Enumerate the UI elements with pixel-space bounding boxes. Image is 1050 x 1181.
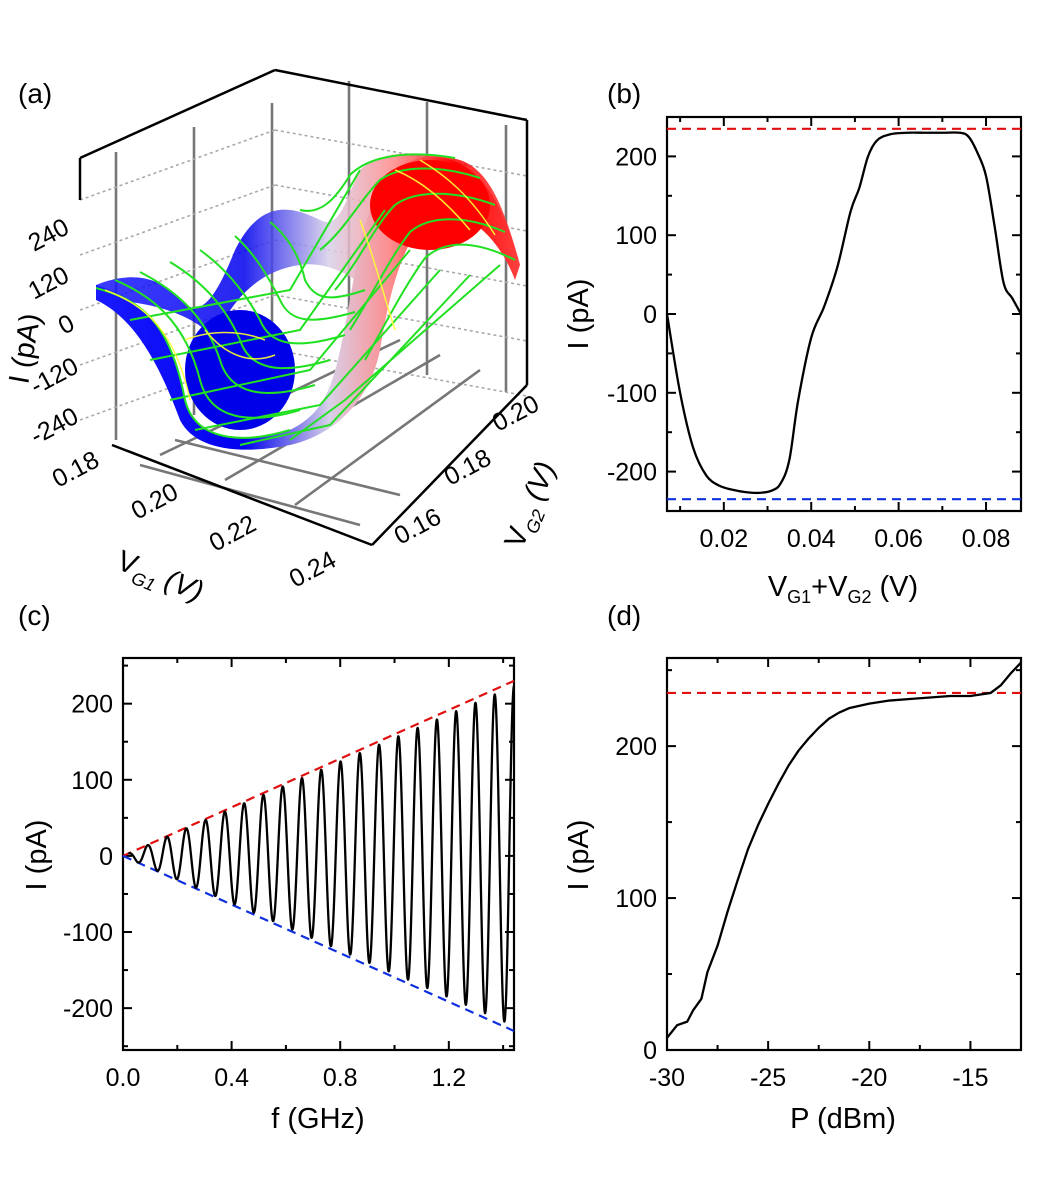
y-tick-label: 0.18 bbox=[440, 444, 496, 492]
panel-d-x-tick-label: -25 bbox=[750, 1064, 786, 1092]
panel-b-y-tick-label: 200 bbox=[615, 143, 657, 171]
z-tick-label: 120 bbox=[24, 261, 74, 305]
panel-d-plot: -30 -25 -20 -15 0 100 200 bbox=[615, 656, 1023, 1092]
panel-a: (a) bbox=[3, 68, 567, 613]
x-tick-label: 0.24 bbox=[285, 546, 341, 594]
y-axis-label: VG2(V) bbox=[499, 457, 567, 554]
y-tick-label: 0.20 bbox=[488, 390, 544, 438]
panel-d-x-tick-label: -20 bbox=[851, 1064, 887, 1092]
panel-c-x-tick-label: 0.8 bbox=[323, 1064, 358, 1092]
panel-c-y-tick-label: -100 bbox=[63, 919, 113, 947]
x-axis-label-unit: (V) bbox=[160, 564, 208, 608]
panel-d-y-axis-label: I (pA) bbox=[563, 820, 595, 891]
panel-b-y-tick-label: -200 bbox=[607, 459, 657, 487]
z-tick-label: -240 bbox=[26, 402, 83, 450]
panel-c-plot: 0.0 0.4 0.8 1.2 -200 -100 0 100 200 bbox=[63, 656, 516, 1092]
panel-d-x-axis-label: P (dBm) bbox=[790, 1103, 896, 1135]
panel-c-y-tick-label: 200 bbox=[71, 691, 113, 719]
surface bbox=[95, 153, 520, 450]
panel-c: (c) 0.0 0.4 0.8 1.2 -200 -100 0 100 200 I (pA) f… bbox=[18, 600, 516, 1135]
panel-c-reference-line-red bbox=[122, 679, 515, 857]
panel-c-plot-frame bbox=[121, 656, 516, 1052]
panel-d-y-tick-label: 100 bbox=[615, 885, 657, 913]
panel-c-reference-line-blue bbox=[122, 854, 515, 1032]
panel-b-x-tick-label: 0.08 bbox=[962, 525, 1011, 553]
panel-a-label: (a) bbox=[18, 78, 52, 109]
x-tick-label: 0.18 bbox=[48, 446, 104, 494]
panel-c-y-tick-label: 100 bbox=[71, 767, 113, 795]
z-tick-label: 240 bbox=[24, 213, 74, 257]
panel-b-y-axis-label: I (pA) bbox=[563, 279, 595, 350]
panel-d-x-tick-label: -15 bbox=[952, 1064, 988, 1092]
svg-text:VG2(V): VG2(V) bbox=[499, 457, 567, 554]
svg-text:VG1(V): VG1(V) bbox=[111, 545, 208, 613]
panel-b-plot: 0.02 0.04 0.06 0.08 -200 -100 0 100 200 bbox=[607, 115, 1023, 553]
panel-c-series-line bbox=[127, 685, 516, 1023]
panel-b-plot-frame bbox=[665, 115, 1023, 513]
panel-b-series-line bbox=[665, 131, 1023, 495]
panel-b-x-tick-label: 0.02 bbox=[699, 525, 748, 553]
panel-b-x-tick-label: 0.04 bbox=[787, 525, 836, 553]
panel-b-y-tick-label: 0 bbox=[643, 301, 657, 329]
panel-b-x-axis-label: VG1+VG2 (V) bbox=[768, 571, 918, 607]
y-tick-labels: 0.16 0.18 0.20 bbox=[390, 390, 544, 551]
x-tick-label: 0.20 bbox=[127, 478, 183, 526]
panel-d-plot-frame bbox=[665, 656, 1023, 1052]
panel-c-y-tick-label: -200 bbox=[63, 995, 113, 1023]
panel-d-series-line bbox=[666, 661, 1022, 1039]
panel-c-x-tick-label: 0.0 bbox=[106, 1064, 141, 1092]
y-axis-label-unit: (V) bbox=[518, 457, 562, 505]
panel-d-label: (d) bbox=[607, 600, 641, 631]
panel-d-y-tick-label: 200 bbox=[615, 733, 657, 761]
x-tick-labels: 0.18 0.20 0.22 0.24 bbox=[48, 446, 341, 594]
x-axis-label: VG1(V) bbox=[111, 545, 208, 613]
surface-3d-box bbox=[78, 68, 529, 547]
panel-b-label: (b) bbox=[607, 78, 641, 109]
panel-c-x-tick-label: 1.2 bbox=[431, 1064, 466, 1092]
panel-d-y-tick-label: 0 bbox=[643, 1037, 657, 1065]
z-tick-label: 0 bbox=[54, 309, 79, 340]
panel-c-x-axis-label: f (GHz) bbox=[271, 1103, 364, 1135]
panel-d: (d) -30 -25 -20 -15 0 100 200 I (pA) P (dBm) bbox=[563, 600, 1023, 1135]
panel-c-y-axis-label: I (pA) bbox=[21, 820, 53, 891]
panel-b-y-tick-label: 100 bbox=[615, 222, 657, 250]
panel-c-x-tick-label: 0.4 bbox=[214, 1064, 249, 1092]
panel-d-x-tick-label: -30 bbox=[649, 1064, 685, 1092]
y-tick-label: 0.16 bbox=[390, 503, 446, 551]
panel-b-x-tick-label: 0.06 bbox=[874, 525, 923, 553]
panel-b: (b) 0.02 0.04 0.06 0.08 -200 -100 0 100 200 I (p… bbox=[563, 78, 1023, 607]
panel-c-label: (c) bbox=[18, 600, 51, 631]
panel-b-y-tick-label: -100 bbox=[607, 380, 657, 408]
panel-c-y-tick-label: 0 bbox=[99, 843, 113, 871]
x-tick-label: 0.22 bbox=[205, 510, 261, 558]
